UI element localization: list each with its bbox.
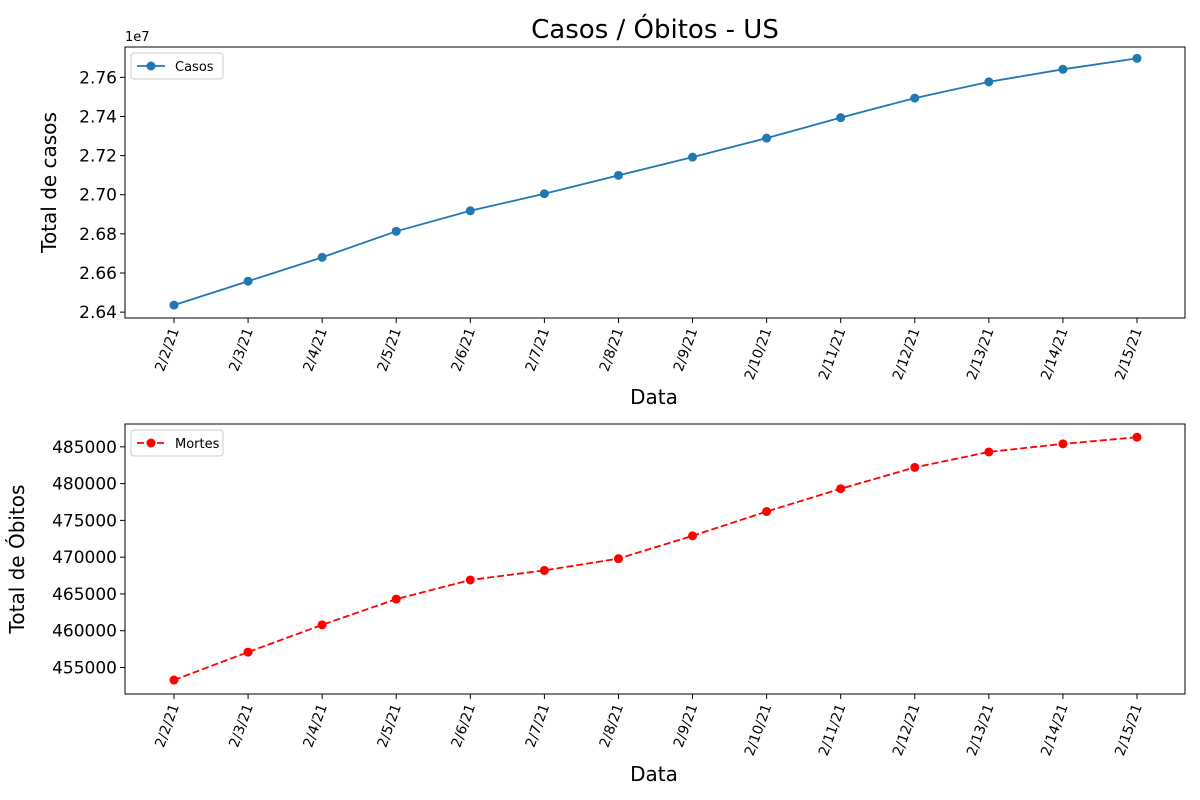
x-tick-label: 2/12/21 bbox=[890, 702, 923, 758]
y-tick-label: 2.70 bbox=[79, 186, 117, 206]
data-point bbox=[836, 484, 846, 494]
data-point bbox=[762, 507, 772, 517]
deaths-plot: 455000 460000 465000 470000 475000 480000 4850… bbox=[5, 423, 1186, 786]
legend-marker bbox=[146, 438, 156, 448]
data-point bbox=[1132, 53, 1142, 63]
x-tick-label: 2/13/21 bbox=[964, 702, 997, 758]
y-tick-label: 2.72 bbox=[79, 147, 117, 167]
y-axis-label: Total de Óbitos bbox=[5, 485, 29, 635]
data-point bbox=[317, 620, 327, 630]
x-tick-label: 2/7/21 bbox=[523, 702, 553, 750]
x-axis-label: Data bbox=[630, 762, 678, 786]
data-point bbox=[169, 300, 179, 310]
data-point bbox=[1058, 64, 1068, 74]
x-tick-label: 2/10/21 bbox=[742, 702, 775, 758]
data-point bbox=[465, 206, 475, 216]
x-tick-label: 2/10/21 bbox=[742, 326, 775, 382]
x-tick-label: 2/15/21 bbox=[1112, 326, 1145, 382]
y-tick-label: 475000 bbox=[52, 511, 117, 531]
chart-title: Casos / Óbitos - US bbox=[531, 13, 779, 45]
series-line-mortes bbox=[173, 436, 1138, 681]
y-tick-label: 485000 bbox=[52, 438, 117, 458]
x-tick-label: 2/11/21 bbox=[816, 702, 849, 758]
data-point bbox=[243, 647, 253, 657]
x-tick-label: 2/6/21 bbox=[449, 702, 479, 750]
x-tick-label: 2/9/21 bbox=[671, 326, 701, 374]
legend-box bbox=[130, 429, 224, 457]
x-tick-label: 2/4/21 bbox=[300, 702, 330, 750]
x-tick-label: 2/13/21 bbox=[964, 326, 997, 382]
data-point bbox=[1058, 439, 1068, 449]
axes-frame bbox=[124, 46, 1186, 319]
x-tick-label: 2/3/21 bbox=[226, 702, 256, 750]
data-point bbox=[688, 531, 698, 541]
data-point bbox=[317, 252, 327, 262]
data-point bbox=[539, 189, 549, 199]
y-tick-label: 2.76 bbox=[79, 68, 117, 88]
cases-plot: 2.64 2.66 2.68 2.70 2.72 2.74 2.76 2/2/21 2/3/21… bbox=[37, 30, 1186, 409]
legend-box bbox=[130, 52, 224, 80]
y-tick-label: 470000 bbox=[52, 548, 117, 568]
data-point bbox=[391, 226, 401, 236]
legend-marker bbox=[146, 61, 156, 71]
y-tick-label: 465000 bbox=[52, 585, 117, 605]
data-point bbox=[984, 77, 994, 87]
legend-label: Casos bbox=[175, 60, 214, 75]
x-tick-label: 2/9/21 bbox=[671, 702, 701, 750]
data-point bbox=[613, 170, 623, 180]
axes-frame bbox=[124, 423, 1186, 695]
data-point bbox=[613, 554, 623, 564]
x-tick-label: 2/8/21 bbox=[597, 702, 627, 750]
data-point bbox=[910, 93, 920, 103]
data-point bbox=[243, 276, 253, 286]
data-point bbox=[688, 152, 698, 162]
x-tick-label: 2/6/21 bbox=[449, 326, 479, 374]
x-tick-label: 2/2/21 bbox=[152, 326, 182, 374]
data-point bbox=[836, 113, 846, 123]
x-tick-label: 2/12/21 bbox=[890, 326, 923, 382]
x-tick-label: 2/14/21 bbox=[1038, 326, 1071, 382]
y-axis-label: Total de casos bbox=[37, 112, 61, 254]
data-point bbox=[391, 594, 401, 604]
x-tick-label: 2/11/21 bbox=[816, 326, 849, 382]
x-tick-label: 2/7/21 bbox=[523, 326, 553, 374]
y-tick-label: 480000 bbox=[52, 475, 117, 495]
data-point bbox=[1132, 432, 1142, 442]
data-point bbox=[910, 462, 920, 472]
x-axis-label: Data bbox=[630, 385, 678, 409]
series-line-casos bbox=[173, 57, 1138, 306]
y-tick-label: 2.66 bbox=[79, 264, 117, 284]
data-point bbox=[169, 675, 179, 685]
x-tick-label: 2/2/21 bbox=[152, 702, 182, 750]
x-tick-label: 2/8/21 bbox=[597, 326, 627, 374]
y-offset-text: 1e7 bbox=[125, 30, 150, 45]
y-tick-label: 460000 bbox=[52, 622, 117, 642]
y-tick-label: 2.68 bbox=[79, 225, 117, 245]
y-tick-label: 2.64 bbox=[79, 303, 117, 323]
data-point bbox=[465, 575, 475, 585]
x-tick-label: 2/5/21 bbox=[375, 326, 405, 374]
data-point bbox=[762, 133, 772, 143]
x-tick-label: 2/15/21 bbox=[1112, 702, 1145, 758]
y-tick-label: 455000 bbox=[52, 659, 117, 679]
x-tick-label: 2/5/21 bbox=[375, 702, 405, 750]
y-tick-label: 2.74 bbox=[79, 107, 117, 127]
data-point bbox=[539, 565, 549, 575]
legend-label: Mortes bbox=[175, 437, 220, 452]
x-tick-label: 2/14/21 bbox=[1038, 702, 1071, 758]
x-tick-label: 2/3/21 bbox=[226, 326, 256, 374]
x-tick-label: 2/4/21 bbox=[300, 326, 330, 374]
data-point bbox=[984, 447, 994, 457]
